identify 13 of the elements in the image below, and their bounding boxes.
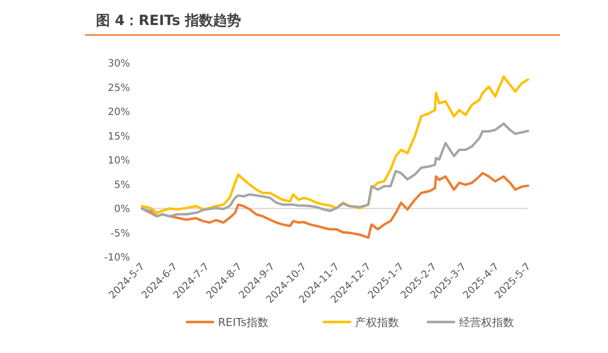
- y-tick-label: 25%: [108, 82, 130, 94]
- y-tick-label: 15%: [108, 131, 130, 142]
- y-tick-label: 10%: [108, 156, 130, 166]
- legend-label: REITs指数: [218, 316, 268, 329]
- y-tick-label: -5%: [110, 228, 130, 240]
- chart-title: 图 4：REITs 指数趋势: [96, 13, 242, 29]
- y-tick-label: 0%: [114, 204, 130, 215]
- legend-label: 经营权指数: [459, 316, 514, 329]
- legend-label: 产权指数: [355, 316, 399, 329]
- y-tick-label: -10%: [104, 252, 130, 264]
- y-tick-label: 20%: [108, 107, 130, 118]
- y-tick-label: 5%: [114, 180, 130, 191]
- y-tick-label: 30%: [108, 58, 130, 70]
